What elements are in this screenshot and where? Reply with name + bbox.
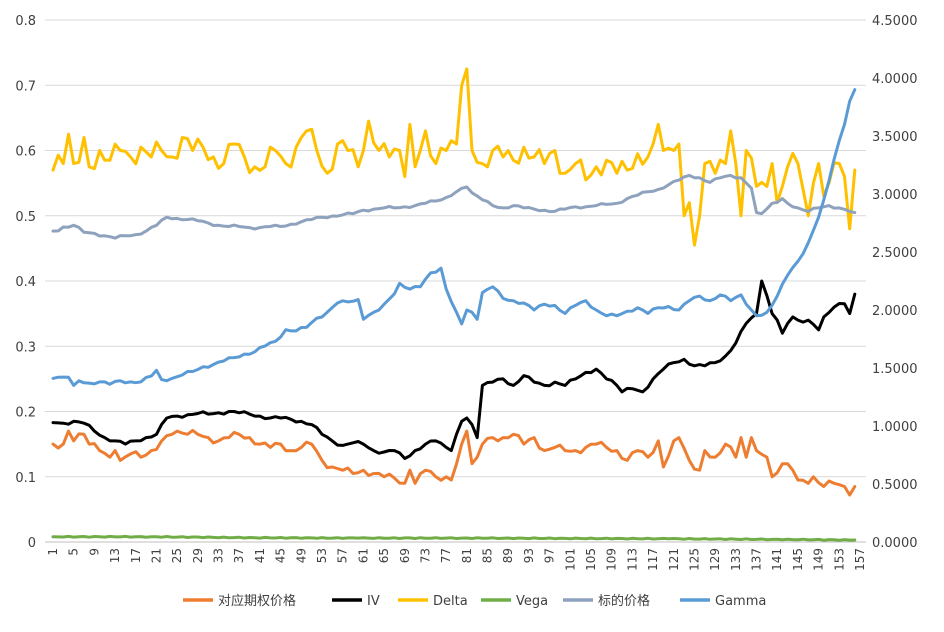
x-tick-label: 61: [356, 548, 370, 563]
y-right-tick-label: 4.0000: [872, 72, 918, 87]
series-line-2: [51, 279, 857, 460]
x-tick-label: 21: [149, 548, 163, 563]
legend-label: Delta: [433, 594, 468, 609]
x-tick-label: 25: [170, 548, 184, 563]
legend-item: 标的价格: [563, 593, 650, 609]
y-right-tick-label: 1.5000: [872, 362, 918, 377]
x-tick-label: 57: [336, 548, 350, 563]
legend: 对应期权价格 IV Delta Vega 标的价格 Gamma: [183, 593, 766, 609]
axes: 0 0.1 0.2 0.3 0.4 0.5 0.6 0.7 0.8 0.0000 0.5000 1.0…: [15, 14, 917, 571]
x-tick-label: 105: [584, 548, 598, 571]
x-tick-label: 73: [418, 548, 432, 563]
y-right-tick-label: 1.0000: [872, 420, 918, 435]
y-right-tick-label: 0.0000: [872, 536, 918, 551]
y-left-tick-label: 0.6: [15, 145, 36, 160]
y-left-tick-label: 0.1: [15, 471, 36, 486]
legend-label: IV: [367, 594, 380, 609]
legend-item: Delta: [398, 594, 468, 609]
legend-label: Vega: [516, 594, 548, 609]
legend-label: 标的价格: [598, 593, 650, 609]
x-tick-label: 113: [625, 548, 639, 571]
x-tick-label: 65: [377, 548, 391, 563]
x-tick-label: 45: [274, 548, 288, 563]
x-tick-label: 9: [87, 548, 101, 556]
x-tick-label: 1: [46, 548, 60, 556]
y-left-tick-label: 0.2: [15, 406, 36, 421]
y-right-tick-label: 0.5000: [872, 478, 918, 493]
y-right-tick-label: 3.5000: [872, 130, 918, 145]
x-tick-label: 133: [729, 548, 743, 571]
x-tick-label: 157: [853, 548, 867, 571]
x-tick-label: 97: [543, 548, 557, 563]
series-line-5: [51, 173, 857, 240]
series-line-3: [51, 67, 857, 247]
series-line-1: [51, 428, 857, 497]
x-tick-label: 33: [212, 548, 226, 563]
legend-item: 对应期权价格: [183, 593, 296, 609]
y-right-tick-label: 2.0000: [872, 304, 918, 319]
x-tick-label: 145: [791, 548, 805, 571]
y-left-tick-label: 0.5: [15, 210, 36, 225]
x-tick-label: 41: [253, 548, 267, 563]
y-left-tick-label: 0.3: [15, 340, 36, 355]
y-left-tick-label: 0.4: [15, 275, 36, 290]
x-tick-label: 141: [770, 548, 784, 571]
x-tick-label: 53: [315, 548, 329, 563]
series-line-6: [51, 88, 857, 387]
x-tick-label: 125: [687, 548, 701, 571]
x-tick-label: 77: [439, 548, 453, 563]
x-tick-label: 29: [191, 548, 205, 563]
series-group: [51, 67, 857, 542]
x-tick-label: 109: [605, 548, 619, 571]
y-left-tick-label: 0.8: [15, 14, 36, 29]
x-tick-label: 89: [501, 548, 515, 563]
legend-label: Gamma: [715, 594, 766, 609]
x-tick-label: 69: [398, 548, 412, 563]
x-tick-label: 17: [129, 548, 143, 563]
legend-item: Gamma: [680, 594, 766, 609]
y-right-tick-label: 3.0000: [872, 188, 918, 203]
x-tick-label: 37: [232, 548, 246, 563]
legend-item: Vega: [481, 594, 548, 609]
series-line-4: [51, 534, 857, 542]
x-tick-label: 149: [812, 548, 826, 571]
x-tick-label: 101: [563, 548, 577, 571]
y-right-tick-label: 2.5000: [872, 246, 918, 261]
y-left-tick-label: 0: [28, 536, 36, 551]
x-tick-label: 129: [708, 548, 722, 571]
x-tick-label: 121: [667, 548, 681, 571]
x-tick-label: 137: [750, 548, 764, 571]
x-tick-label: 49: [294, 548, 308, 563]
x-tick-label: 93: [522, 548, 536, 563]
x-tick-label: 5: [67, 548, 81, 556]
legend-label: 对应期权价格: [218, 593, 296, 609]
y-left-tick-label: 0.7: [15, 79, 36, 94]
x-tick-label: 153: [832, 548, 846, 571]
legend-item: IV: [332, 594, 380, 609]
x-tick-label: 13: [108, 548, 122, 563]
x-tick-label: 117: [646, 548, 660, 571]
x-tick-label: 85: [481, 548, 495, 563]
y-right-tick-label: 4.5000: [872, 14, 918, 29]
x-tick-label: 81: [460, 548, 474, 563]
